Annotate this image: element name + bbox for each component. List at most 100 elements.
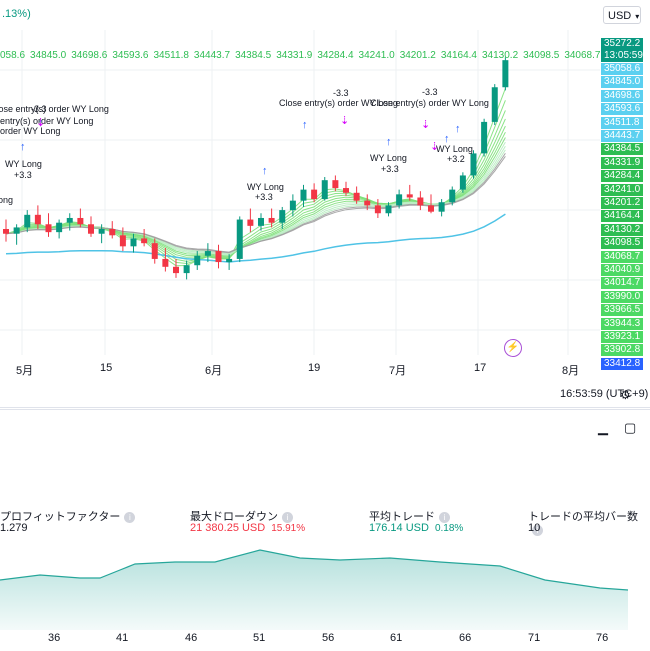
stat-value-main: 10 xyxy=(528,522,541,534)
stat-value-main: 1.279 xyxy=(0,522,28,534)
candle-body xyxy=(66,217,73,223)
price-axis-label: 34068.7 xyxy=(601,250,643,263)
pane-divider[interactable] xyxy=(0,407,650,408)
price-axis-label: 34040.9 xyxy=(601,264,643,276)
candle-body xyxy=(236,219,243,259)
long-entry-arrow-icon: ↑ xyxy=(455,123,461,135)
close-entry-arrow-icon: ⇣ xyxy=(421,119,430,131)
trade-axis-tick: 46 xyxy=(185,632,198,644)
price-chart-pane[interactable]: -3.3 entry(s) order WY Long Close entry(s)… xyxy=(0,0,650,405)
settings-gear-icon[interactable]: ⚙ xyxy=(620,388,631,402)
candle-body xyxy=(162,258,169,267)
candle-body xyxy=(406,194,413,198)
price-axis-label: 34284.4 xyxy=(601,170,643,183)
level-value: 34845.0 xyxy=(30,50,67,61)
strategy-annotation: -3.3 xyxy=(422,87,438,97)
trade-axis-tick: 36 xyxy=(48,632,61,644)
candle-body xyxy=(130,238,137,247)
level-value: 34384.5 xyxy=(235,50,272,61)
strategy-annotation: +3.3 xyxy=(381,164,399,174)
stat-value-pct: 15.91% xyxy=(271,523,306,534)
candle-body xyxy=(34,214,41,225)
long-entry-arrow-icon: ↑ xyxy=(20,141,26,153)
bar-countdown: 13:05:59 xyxy=(604,50,643,61)
long-term-ma-line xyxy=(5,213,506,263)
candle-body xyxy=(24,214,31,228)
strategy-annotation: order WY Long xyxy=(0,126,60,136)
price-axis-label: 34443.7 xyxy=(601,130,643,142)
time-axis-tick: 8月 xyxy=(562,365,580,377)
candle-body xyxy=(311,189,318,200)
price-axis-label: 33966.5 xyxy=(601,304,643,317)
time-axis-tick: 7月 xyxy=(389,365,407,377)
minimize-icon[interactable]: ▁ xyxy=(598,420,608,435)
info-icon[interactable]: i xyxy=(124,511,136,523)
price-change-percent: .13%) xyxy=(2,8,31,20)
candle-body xyxy=(77,217,84,225)
price-axis-label: 33990.0 xyxy=(601,290,643,303)
candle-body xyxy=(279,210,286,223)
strategy-tester-pane xyxy=(0,409,650,651)
price-chart-svg[interactable]: -3.3 entry(s) order WY Long Close entry(s)… xyxy=(0,0,650,405)
trade-axis-tick: 51 xyxy=(253,632,266,644)
price-axis-label: 34698.6 xyxy=(601,89,643,102)
candle-body xyxy=(449,189,456,203)
price-axis-label: 34098.5 xyxy=(601,237,643,250)
strategy-annotation: -3.3 xyxy=(31,104,47,114)
level-value: 34593.6 xyxy=(112,50,149,61)
candle-body xyxy=(119,235,126,247)
close-entry-arrow-icon: ⇣ xyxy=(340,115,349,127)
level-value: 34201.2 xyxy=(399,50,436,61)
candle-body xyxy=(470,153,477,176)
currency-select[interactable]: USD ▾ xyxy=(603,6,641,24)
candle-body xyxy=(258,217,264,226)
stat-value-main: 176.14 USD xyxy=(369,522,429,534)
strategy-annotation: entry(s) order WY Long xyxy=(0,116,93,126)
trade-axis-tick: 76 xyxy=(596,632,609,644)
candle-body xyxy=(151,243,158,259)
candle-body xyxy=(88,224,94,234)
info-icon[interactable]: i xyxy=(532,524,543,536)
time-axis-tick: 6月 xyxy=(205,365,223,377)
time-readout[interactable]: 16:53:59 (UTC+9) xyxy=(560,388,649,400)
info-icon[interactable]: i xyxy=(282,511,293,523)
candle-body xyxy=(491,87,498,122)
current-price: 35272.2 xyxy=(604,38,641,49)
info-icon[interactable]: i xyxy=(439,511,450,523)
equity-area-line xyxy=(0,549,629,591)
candle-body xyxy=(13,227,20,234)
candle-body xyxy=(183,265,190,274)
candle-body xyxy=(321,180,328,200)
time-axis-tick: 15 xyxy=(100,362,113,374)
candle-body xyxy=(226,258,233,263)
strategy-annotation: +3.3 xyxy=(14,170,32,180)
price-axis-label: 33923.1 xyxy=(601,331,643,343)
candle-body xyxy=(459,175,466,190)
candle-body xyxy=(98,229,105,234)
price-axis-label: 34201.2 xyxy=(601,197,643,209)
level-values-row: 058.6 34845.0 34698.6 34593.6 34511.8 34443.7… xyxy=(0,50,605,61)
trade-axis-tick: 71 xyxy=(528,632,541,644)
candle-body xyxy=(481,121,488,154)
price-axis-label: 33902.8 xyxy=(601,344,643,357)
level-value: 34098.5 xyxy=(523,50,560,61)
stat-label: 最大ドローダウン i xyxy=(190,508,293,524)
candle-body xyxy=(300,189,307,201)
stat-label-text: プロフィットファクター xyxy=(0,511,121,523)
level-value: 34511.8 xyxy=(153,50,189,61)
candle-body xyxy=(364,200,371,206)
currency-label: USD xyxy=(608,10,632,22)
maximize-icon[interactable]: ▢ xyxy=(624,420,637,435)
price-axis-label: 34593.6 xyxy=(601,103,643,116)
candle-body xyxy=(268,217,275,223)
lightning-icon[interactable]: ⚡ xyxy=(504,339,522,357)
equity-area-fill xyxy=(0,550,628,630)
trade-axis-tick: 61 xyxy=(390,632,403,644)
close-entry-arrow-icon: ⇣ xyxy=(430,141,439,153)
level-value: 34068.7 xyxy=(564,50,601,61)
level-value: 34130.2 xyxy=(482,50,519,61)
candle-body xyxy=(194,255,201,266)
stat-value: 1.279 xyxy=(0,522,28,534)
level-value: 058.6 xyxy=(0,50,26,61)
level-value: 34241.0 xyxy=(358,50,395,61)
